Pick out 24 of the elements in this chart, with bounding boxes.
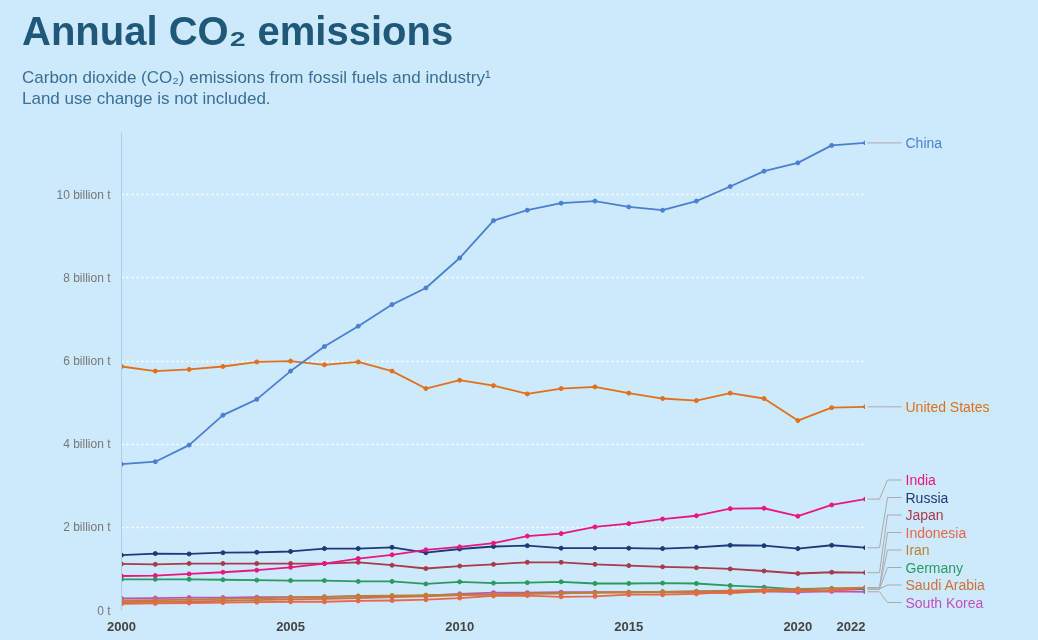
text: Germany — [905, 559, 964, 576]
text: South Korea — [905, 594, 984, 611]
x-tick-label: 2005 — [276, 618, 306, 634]
x-tick-label: 2015 — [614, 618, 644, 634]
text: India — [905, 472, 937, 488]
x-tick-label: 2020 — [783, 618, 813, 634]
y-tick-label: 10 billion t — [56, 187, 112, 202]
text: Indonesia — [905, 524, 967, 541]
text: Saudi Arabia — [905, 577, 986, 593]
y-tick-label: 0 t — [97, 603, 112, 618]
x-tick-label: 2010 — [445, 618, 475, 634]
text: Russia — [905, 489, 949, 506]
text: Iran — [905, 542, 930, 558]
y-tick-label: 6 billion t — [63, 354, 112, 369]
y-tick-label: 2 billion t — [63, 520, 112, 535]
y-tick-label: 8 billion t — [63, 270, 112, 285]
text: China — [905, 134, 943, 151]
text: United States — [905, 398, 990, 415]
text: Japan — [905, 507, 944, 523]
x-tick-label: 2022 — [836, 618, 866, 634]
x-tick-label: 2000 — [107, 618, 136, 634]
y-tick-label: 4 billion t — [63, 437, 112, 452]
chart-title: Annual CO₂ emissions — [22, 8, 454, 55]
chart-subtitle: Carbon dioxide (CO₂) emissions from fossil fuels and industry¹ Land use change is not included. — [22, 67, 491, 109]
